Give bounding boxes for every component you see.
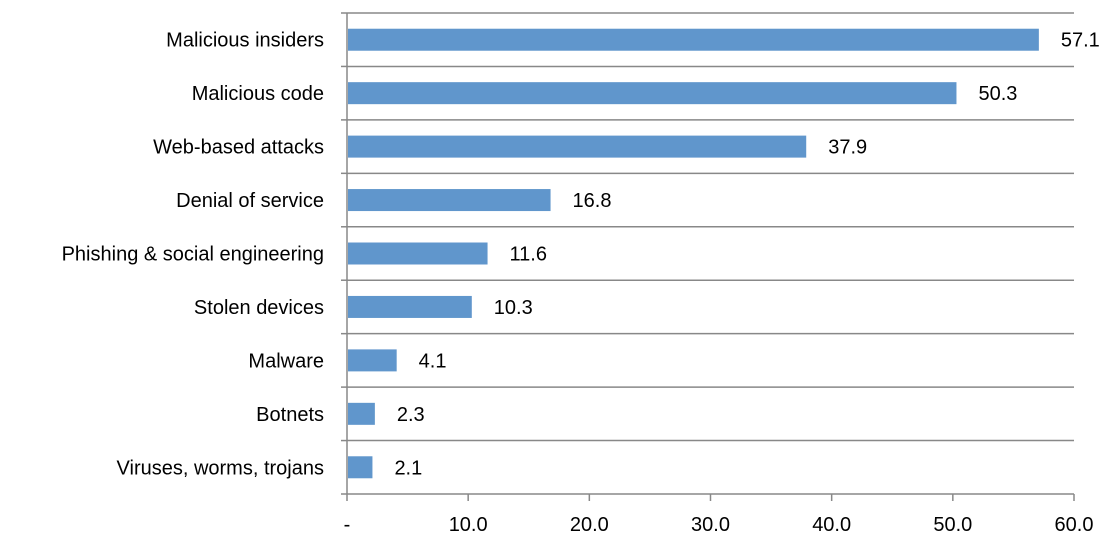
x-tick-label: 60.0 xyxy=(1055,514,1094,536)
bar xyxy=(348,28,1039,51)
category-label: Malicious insiders xyxy=(166,30,324,52)
category-label: Web-based attacks xyxy=(153,137,324,159)
data-label: 16.8 xyxy=(573,190,612,212)
data-label: 11.6 xyxy=(510,244,547,266)
data-label: 57.1 xyxy=(1061,30,1100,52)
category-label: Stolen devices xyxy=(194,297,324,319)
category-label: Malicious code xyxy=(192,83,324,105)
bar xyxy=(348,242,488,265)
category-label: Denial of service xyxy=(176,190,324,212)
data-label: 10.3 xyxy=(494,297,533,319)
bar xyxy=(348,402,375,425)
data-label: 50.3 xyxy=(978,83,1017,105)
x-tick-label: 40.0 xyxy=(812,514,851,536)
bar xyxy=(348,349,397,372)
grid-lines xyxy=(347,12,1074,442)
bar xyxy=(348,456,373,479)
labels: - 10.0 20.0 30.0 40.0 50.0 60.0 Malicious insid… xyxy=(62,30,1100,536)
axes xyxy=(341,12,1075,501)
x-tick-label: 10.0 xyxy=(449,514,488,536)
data-label: 4.1 xyxy=(419,350,447,372)
x-tick-label: - xyxy=(344,514,351,536)
bar xyxy=(348,82,957,105)
x-tick-label: 30.0 xyxy=(691,514,730,536)
bar xyxy=(348,189,551,212)
category-label: Malware xyxy=(248,350,324,372)
category-label: Phishing & social engineering xyxy=(62,244,324,266)
bar xyxy=(348,295,472,318)
bars xyxy=(348,28,1039,479)
x-tick-label: 50.0 xyxy=(933,514,972,536)
category-label: Botnets xyxy=(256,404,324,426)
data-label: 37.9 xyxy=(828,137,867,159)
data-label: 2.1 xyxy=(394,457,422,479)
data-label: 2.3 xyxy=(397,404,425,426)
x-tick-label: 20.0 xyxy=(570,514,609,536)
bar xyxy=(348,135,807,158)
category-label: Viruses, worms, trojans xyxy=(117,457,324,479)
